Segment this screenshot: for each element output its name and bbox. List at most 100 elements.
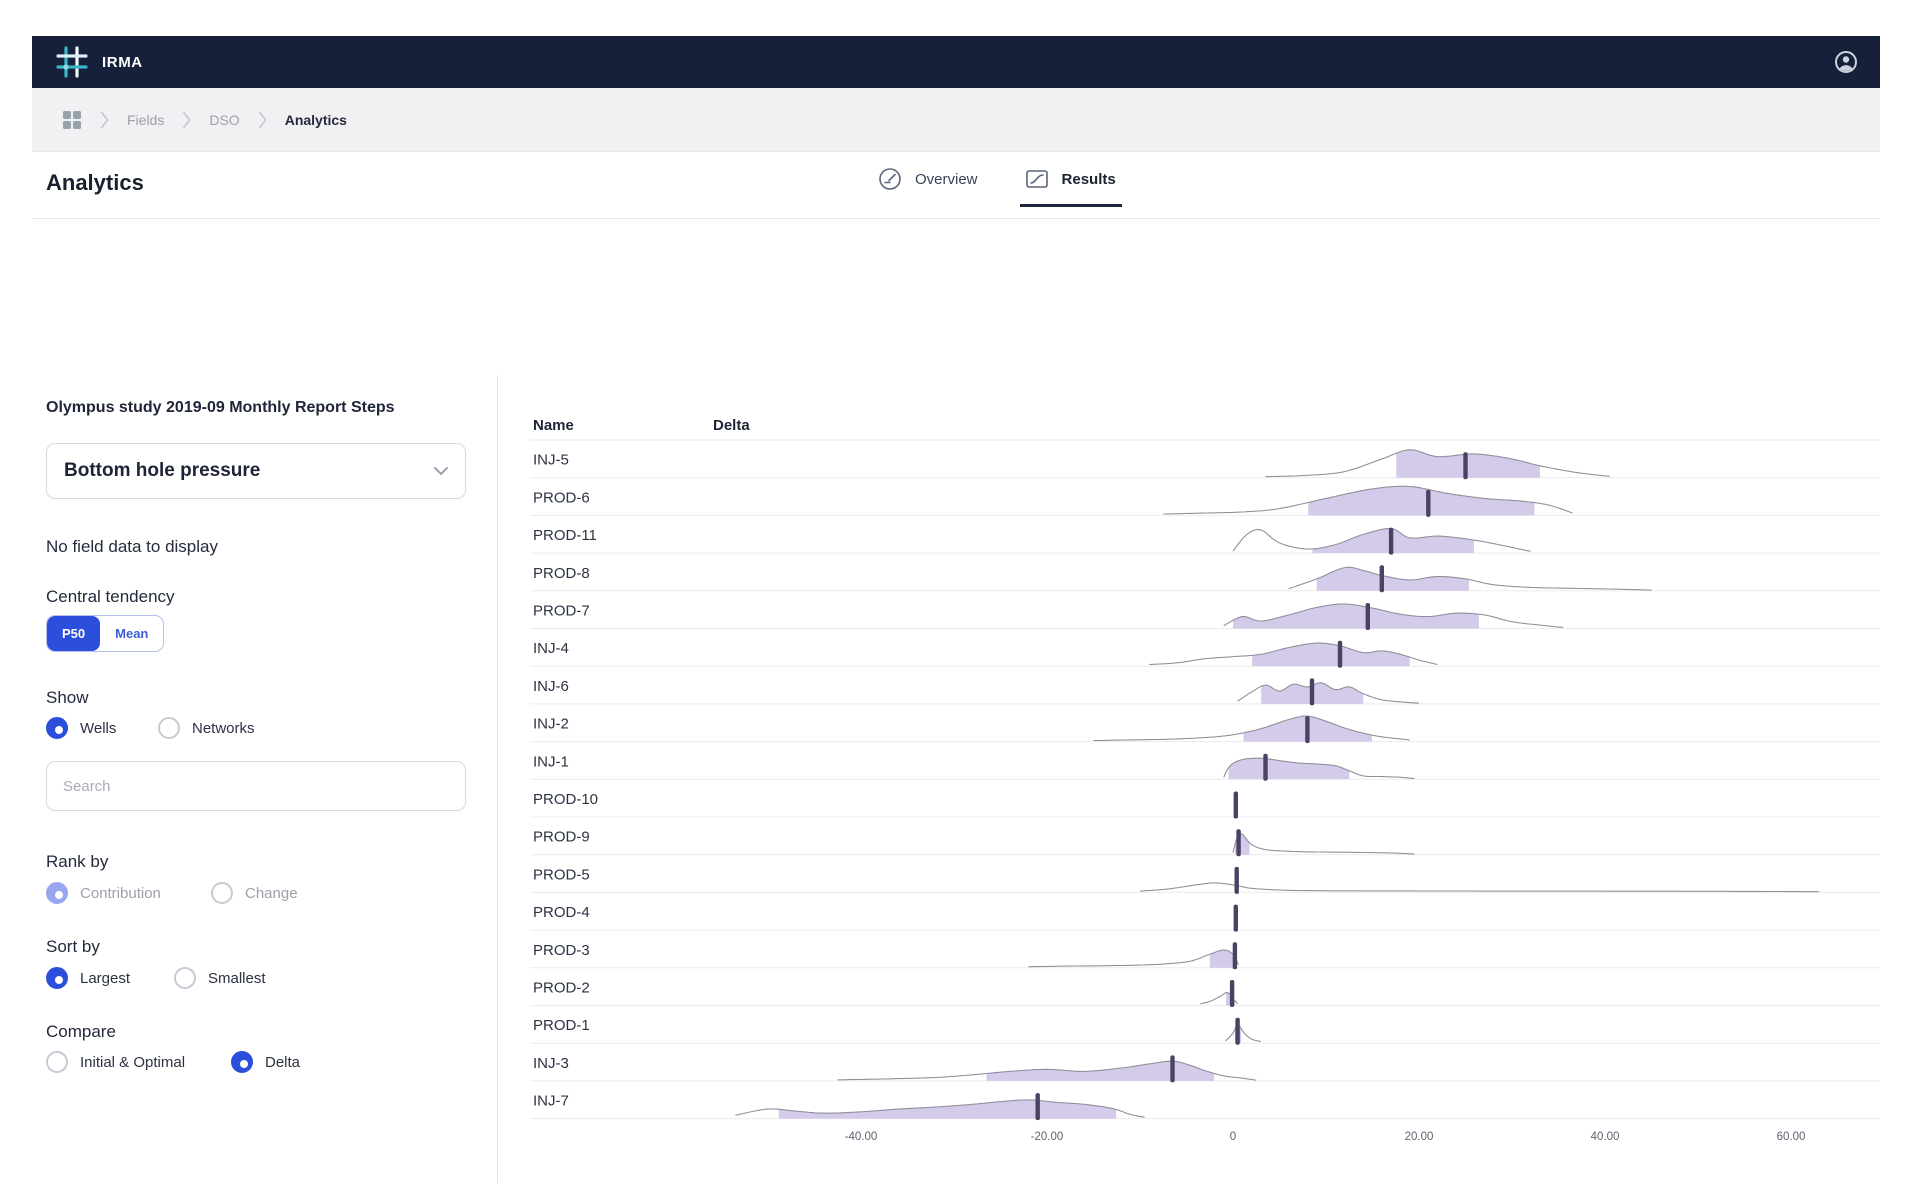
user-account-icon[interactable] xyxy=(1834,50,1858,74)
column-header-name: Name xyxy=(533,417,574,434)
density-outline xyxy=(1223,757,1415,780)
breadcrumb-chevron-icon xyxy=(183,111,191,128)
density-fill xyxy=(1252,643,1410,667)
p50-marker xyxy=(1388,527,1394,555)
radio-networks[interactable] xyxy=(158,717,180,739)
p50-marker xyxy=(1233,791,1238,819)
radio-smallest-label: Smallest xyxy=(208,969,266,987)
radio-networks-label: Networks xyxy=(192,719,255,737)
x-axis-tick: -40.00 xyxy=(845,1131,878,1143)
well-label: PROD-5 xyxy=(533,866,590,883)
p50-marker xyxy=(1234,866,1239,894)
radio-delta-label: Delta xyxy=(265,1053,301,1071)
chart-row: PROD-11 xyxy=(533,527,1531,555)
search-input[interactable] xyxy=(46,761,466,811)
well-label: PROD-9 xyxy=(533,829,590,846)
no-data-message: No field data to display xyxy=(46,537,218,556)
toggle-mean-button[interactable]: Mean xyxy=(100,616,163,651)
chart-row: PROD-6 xyxy=(533,485,1573,517)
p50-marker xyxy=(1463,452,1468,480)
tab-results[interactable]: Results xyxy=(1019,166,1122,207)
well-label: INJ-4 xyxy=(533,640,569,657)
top-navbar: IRMA xyxy=(32,36,1880,88)
radio-wells-label: Wells xyxy=(80,719,117,737)
tab-overview[interactable]: Overview xyxy=(877,166,978,206)
tab-results-label: Results xyxy=(1061,170,1116,188)
density-outline xyxy=(1225,1023,1262,1043)
density-outline xyxy=(1265,449,1610,478)
results-chart-panel: Name Delta INJ-5 PROD-6 PROD-11 PROD-8 PROD-… xyxy=(530,375,1880,1185)
density-outline xyxy=(1028,949,1240,968)
chart-row: INJ-1 xyxy=(533,753,1415,781)
chart-row: PROD-1 xyxy=(533,1017,1262,1045)
density-fill xyxy=(1316,567,1469,591)
well-label: PROD-7 xyxy=(533,603,590,620)
density-fill xyxy=(1233,604,1479,629)
radio-initial-optimal[interactable] xyxy=(46,1051,68,1073)
toggle-p50-button[interactable]: P50 xyxy=(47,616,101,651)
p50-marker xyxy=(1229,980,1235,1007)
well-label: INJ-3 xyxy=(533,1055,569,1072)
chart-row: INJ-4 xyxy=(533,640,1438,668)
radio-contribution xyxy=(46,882,68,904)
p50-marker xyxy=(1309,678,1315,706)
sort-by-label: Sort by xyxy=(46,937,100,956)
radio-largest-label: Largest xyxy=(80,969,131,987)
chart-row: INJ-5 xyxy=(533,449,1610,480)
metric-select[interactable]: Bottom hole pressure xyxy=(46,443,466,499)
chart-row: PROD-10 xyxy=(533,791,1238,819)
brand-name: IRMA xyxy=(102,53,143,71)
well-label: PROD-3 xyxy=(533,942,590,959)
p50-marker xyxy=(1426,489,1431,517)
chart-row: INJ-6 xyxy=(533,678,1420,706)
compare-label: Compare xyxy=(46,1022,116,1041)
radio-wells[interactable] xyxy=(46,717,68,739)
x-axis-tick: 40.00 xyxy=(1591,1131,1620,1143)
sidebar-divider xyxy=(497,375,498,1183)
radio-largest[interactable] xyxy=(46,967,68,989)
main-content: Analytics Overview Results xyxy=(32,152,1880,1183)
breadcrumb-item-fields[interactable]: Fields xyxy=(127,111,165,128)
well-label: PROD-2 xyxy=(533,980,590,997)
radio-change-label: Change xyxy=(245,884,298,902)
chart-row: PROD-2 xyxy=(533,980,1239,1007)
density-fill xyxy=(1209,950,1237,968)
density-outline xyxy=(1140,882,1819,893)
density-outline xyxy=(1223,603,1564,629)
radio-contribution-label: Contribution xyxy=(80,884,161,902)
p50-marker xyxy=(1236,829,1241,857)
breadcrumb-item-dso[interactable]: DSO xyxy=(209,111,240,128)
density-outline xyxy=(1163,485,1573,515)
radio-delta[interactable] xyxy=(231,1051,253,1073)
irma-logo-icon xyxy=(56,46,88,78)
breadcrumb: Fields DSO Analytics xyxy=(32,88,1880,152)
column-header-delta: Delta xyxy=(713,417,750,434)
well-label: INJ-7 xyxy=(533,1093,569,1110)
density-outline xyxy=(1232,528,1531,552)
show-radio-group: Wells Networks xyxy=(46,717,255,739)
p50-marker xyxy=(1263,753,1268,781)
well-label: INJ-6 xyxy=(533,678,569,695)
breadcrumb-chevron-icon xyxy=(100,111,109,128)
tab-bar: Overview Results xyxy=(877,166,1122,207)
density-outline xyxy=(1288,566,1652,591)
x-axis-tick: -20.00 xyxy=(1031,1131,1064,1143)
density-outline xyxy=(1149,642,1438,666)
sort-by-radio-group: Largest Smallest xyxy=(46,967,266,989)
x-axis-tick: 0 xyxy=(1230,1131,1236,1143)
density-fill xyxy=(1396,449,1540,478)
chart-row: PROD-8 xyxy=(533,565,1652,593)
density-fill xyxy=(986,1061,1215,1081)
density-outline xyxy=(1093,715,1410,742)
radio-change xyxy=(211,882,233,904)
well-label: PROD-4 xyxy=(533,904,590,921)
well-label: PROD-11 xyxy=(533,527,597,544)
p50-marker xyxy=(1232,942,1238,970)
radio-initial-optimal-label: Initial & Optimal xyxy=(80,1053,186,1071)
tab-overview-label: Overview xyxy=(915,170,978,188)
brand[interactable]: IRMA xyxy=(56,46,143,78)
chart-row: PROD-9 xyxy=(533,829,1415,857)
apps-grid-icon[interactable] xyxy=(62,110,82,130)
radio-smallest[interactable] xyxy=(174,967,196,989)
delta-ridgeline-chart: INJ-5 PROD-6 PROD-11 PROD-8 PROD-7 INJ-4 INJ-6… xyxy=(530,439,1880,1143)
